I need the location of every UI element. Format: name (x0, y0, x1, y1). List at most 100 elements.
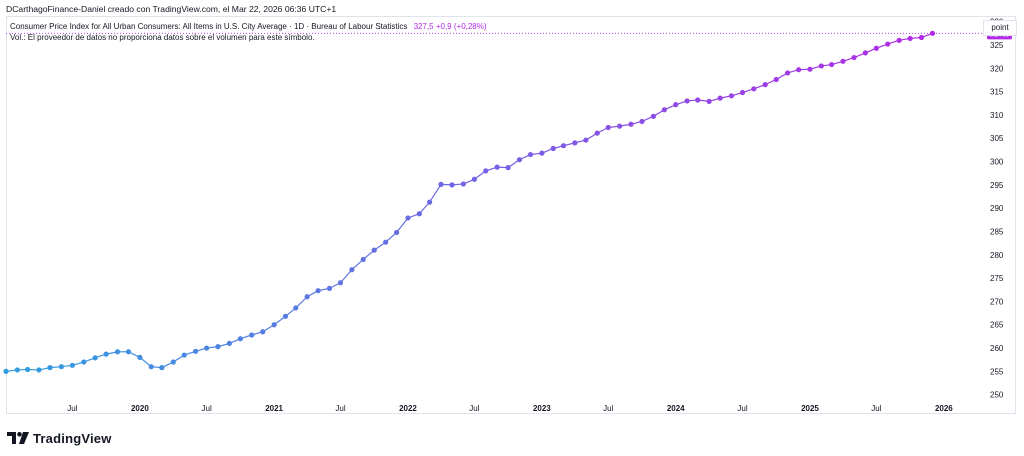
tradingview-logo-icon (7, 432, 29, 444)
x-tick-label: 2022 (399, 404, 417, 413)
data-point (762, 82, 768, 88)
data-point (628, 121, 634, 127)
y-tick-label: 315 (990, 88, 1004, 97)
data-point (785, 70, 791, 76)
series-segment (429, 184, 442, 203)
data-point (572, 140, 578, 146)
data-point (159, 365, 165, 371)
legend-symbol[interactable]: Consumer Price Index for All Urban Consu… (10, 22, 408, 31)
data-point (717, 95, 723, 101)
data-point (695, 97, 701, 103)
data-point (605, 124, 611, 131)
x-tick-label: Jul (871, 404, 881, 413)
y-tick-label: 275 (990, 274, 1004, 283)
x-tick-label: 2024 (667, 404, 685, 413)
brand[interactable]: TradingView (7, 430, 112, 446)
data-point (650, 113, 656, 119)
data-point (896, 37, 902, 43)
data-point (471, 176, 477, 182)
y-tick-label: 310 (990, 111, 1004, 120)
legend-volume-note: Vol.: El proveedor de datos no proporcio… (10, 33, 315, 42)
series-segment (396, 217, 409, 233)
time-axis: Jul 2020 Jul 2021 Jul 2022 Jul 2023 Jul 2024 Jul 20… (67, 404, 953, 413)
y-tick-label: 290 (990, 204, 1004, 213)
data-point (416, 211, 422, 217)
data-point (125, 349, 132, 355)
legend: Consumer Price Index for All Urban Consu… (10, 21, 487, 43)
data-point (728, 93, 735, 99)
data-point (69, 362, 75, 368)
data-point (3, 368, 9, 374)
data-point (249, 332, 255, 338)
data-point (92, 355, 98, 361)
y-tick-label: 255 (990, 367, 1004, 376)
data-point (114, 349, 121, 355)
data-point (829, 61, 835, 68)
chart-header: DCarthagoFinance-Daniel creado con Tradi… (6, 4, 337, 14)
y-tick-label: 295 (990, 181, 1004, 190)
data-point (315, 288, 321, 294)
chart-frame (6, 16, 1016, 414)
data-point (58, 364, 64, 370)
data-point (260, 329, 266, 335)
data-point (494, 164, 500, 170)
price-scale-unit-button[interactable]: point (983, 20, 1017, 36)
x-tick-label: 2026 (935, 404, 953, 413)
x-tick-label: Jul (603, 404, 613, 413)
x-tick-label: Jul (67, 404, 77, 413)
data-point (137, 354, 143, 360)
data-point (81, 359, 87, 365)
data-point (929, 30, 936, 36)
brand-name: TradingView (33, 430, 112, 446)
x-tick-label: Jul (202, 404, 212, 413)
data-point (460, 181, 466, 187)
x-tick-label: 2020 (131, 404, 149, 413)
data-point (918, 34, 925, 41)
y-tick-label: 270 (990, 297, 1004, 306)
data-point (583, 137, 589, 143)
data-point (885, 41, 891, 47)
data-point (594, 130, 600, 136)
y-tick-label: 325 (990, 41, 1004, 50)
data-point (25, 366, 31, 373)
data-point (516, 157, 523, 163)
data-point (148, 364, 154, 370)
y-tick-label: 320 (990, 64, 1004, 73)
data-point (293, 305, 299, 311)
data-point (796, 67, 802, 73)
data-point (639, 118, 645, 125)
data-point (405, 215, 411, 221)
data-point (226, 340, 232, 346)
series-segment (295, 296, 308, 309)
data-point (170, 359, 176, 365)
series-segment (340, 269, 353, 284)
data-point (103, 351, 109, 357)
data-point (181, 352, 187, 358)
data-point (661, 107, 667, 113)
data-point (282, 313, 289, 319)
data-point (505, 165, 511, 171)
data-point (36, 367, 42, 373)
data-point (739, 89, 746, 96)
data-point (807, 66, 813, 72)
series-points (3, 30, 936, 374)
data-point (215, 344, 221, 350)
data-point (527, 151, 534, 158)
data-point (873, 45, 879, 51)
y-tick-label: 280 (990, 251, 1004, 260)
data-point (840, 58, 846, 64)
data-point (360, 256, 366, 263)
x-tick-label: Jul (737, 404, 747, 413)
data-point (751, 86, 757, 92)
data-point (371, 247, 377, 253)
data-point (550, 145, 556, 152)
data-point (271, 322, 277, 328)
y-tick-label: 300 (990, 158, 1004, 167)
data-point (193, 348, 199, 354)
data-point (47, 365, 53, 371)
y-tick-label: 305 (990, 134, 1004, 143)
data-point (773, 76, 779, 83)
x-tick-label: 2021 (265, 404, 283, 413)
y-tick-label: 285 (990, 227, 1004, 236)
